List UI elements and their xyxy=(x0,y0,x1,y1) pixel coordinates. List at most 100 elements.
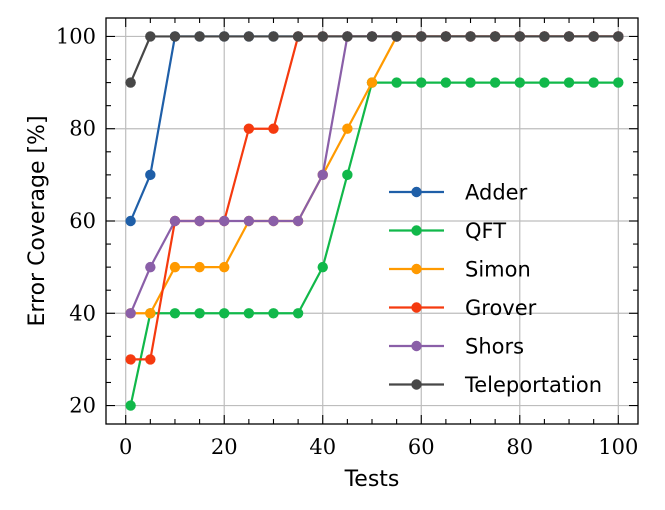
legend-item-simon: Simon xyxy=(389,258,531,282)
data-point-simon xyxy=(342,123,353,134)
data-point-teleportation xyxy=(465,31,476,42)
data-point-teleportation xyxy=(268,31,279,42)
ticks xyxy=(106,18,638,424)
data-point-qft xyxy=(169,308,181,319)
legend-marker-qft xyxy=(411,225,422,236)
data-point-simon xyxy=(169,261,181,273)
legend-label-adder: Adder xyxy=(465,181,528,205)
data-point-teleportation xyxy=(588,31,599,42)
legend-label-teleportation: Teleportation xyxy=(464,373,602,397)
data-point-qft xyxy=(219,308,230,319)
legend-label-qft: QFT xyxy=(465,219,506,243)
data-point-teleportation xyxy=(440,31,452,42)
data-point-shors xyxy=(243,215,255,227)
data-point-grover xyxy=(125,354,136,365)
data-point-grover xyxy=(268,123,279,134)
data-point-qft xyxy=(489,77,501,88)
legend-marker-simon xyxy=(411,263,422,275)
data-point-qft xyxy=(194,308,205,319)
data-point-shors xyxy=(268,215,279,227)
data-point-qft xyxy=(125,400,136,411)
data-point-adder xyxy=(145,169,156,181)
x-tick-label: 0 xyxy=(119,435,132,459)
y-tick-label: 20 xyxy=(69,394,96,418)
data-point-teleportation xyxy=(194,31,205,42)
data-point-qft xyxy=(342,169,353,181)
data-point-shors xyxy=(219,215,230,227)
data-point-teleportation xyxy=(489,31,501,42)
legend: Adder QFT Simon Grover Shors Teleportation xyxy=(389,181,602,397)
data-point-simon xyxy=(194,261,205,273)
series-simon xyxy=(125,31,624,319)
y-tick-label: 80 xyxy=(69,117,96,141)
data-point-qft xyxy=(268,308,279,319)
data-point-qft xyxy=(416,77,427,88)
x-tick-label: 60 xyxy=(408,435,435,459)
legend-marker-teleportation xyxy=(411,379,422,390)
data-point-simon xyxy=(366,77,378,88)
series-line-qft xyxy=(129,81,619,406)
data-point-qft xyxy=(465,77,476,88)
x-tick-label: 20 xyxy=(211,435,238,459)
data-point-teleportation xyxy=(416,31,427,42)
data-point-simon xyxy=(219,261,230,273)
data-point-qft xyxy=(440,77,452,88)
legend-label-shors: Shors xyxy=(465,335,524,359)
data-point-teleportation xyxy=(169,31,181,42)
y-axis-label: Error Coverage [%] xyxy=(25,115,50,326)
data-point-teleportation xyxy=(145,31,156,42)
data-point-teleportation xyxy=(317,31,328,42)
y-tick-label: 100 xyxy=(56,24,96,48)
legend-item-grover: Grover xyxy=(389,296,537,320)
legend-marker-shors xyxy=(411,340,422,352)
data-point-qft xyxy=(563,77,575,88)
data-point-teleportation xyxy=(563,31,575,42)
data-point-shors xyxy=(169,215,181,227)
data-point-qft xyxy=(514,77,525,88)
x-tick-label: 100 xyxy=(598,435,638,459)
series-teleportation xyxy=(125,31,624,88)
data-point-simon xyxy=(145,308,156,319)
x-axis-label: Tests xyxy=(344,467,400,492)
data-point-shors xyxy=(292,215,304,227)
data-point-teleportation xyxy=(366,31,378,42)
data-point-teleportation xyxy=(342,31,353,42)
legend-label-simon: Simon xyxy=(465,258,531,282)
y-tick-label: 40 xyxy=(69,301,96,325)
data-point-shors xyxy=(125,308,136,319)
data-point-qft xyxy=(588,77,599,88)
data-point-qft xyxy=(391,77,402,88)
data-point-qft xyxy=(539,77,550,88)
x-tick-label: 80 xyxy=(506,435,533,459)
y-tick-label: 60 xyxy=(69,209,96,233)
data-point-teleportation xyxy=(613,31,624,42)
legend-item-adder: Adder xyxy=(389,181,528,205)
data-point-teleportation xyxy=(292,31,304,42)
legend-item-shors: Shors xyxy=(389,335,524,359)
data-point-shors xyxy=(317,169,328,181)
data-point-teleportation xyxy=(243,31,255,42)
x-tick-label: 40 xyxy=(309,435,336,459)
legend-marker-grover xyxy=(411,302,422,313)
data-point-qft xyxy=(317,261,328,273)
legend-item-qft: QFT xyxy=(389,219,506,243)
legend-label-grover: Grover xyxy=(465,296,537,320)
data-point-teleportation xyxy=(125,77,136,88)
data-point-grover xyxy=(145,354,156,365)
data-point-qft xyxy=(292,308,304,319)
legend-item-teleportation: Teleportation xyxy=(389,373,602,397)
data-point-qft xyxy=(243,308,255,319)
data-point-qft xyxy=(613,77,624,88)
series-layer xyxy=(125,31,624,411)
legend-marker-adder xyxy=(411,186,422,198)
data-point-teleportation xyxy=(514,31,525,42)
data-point-adder xyxy=(125,215,136,227)
data-point-teleportation xyxy=(539,31,550,42)
series-qft xyxy=(125,77,624,411)
data-point-teleportation xyxy=(391,31,402,42)
tick-labels: 0 20 40 60 80 100 20 40 60 80 100 xyxy=(56,24,638,459)
data-point-shors xyxy=(145,261,156,273)
series-shors xyxy=(125,31,624,319)
